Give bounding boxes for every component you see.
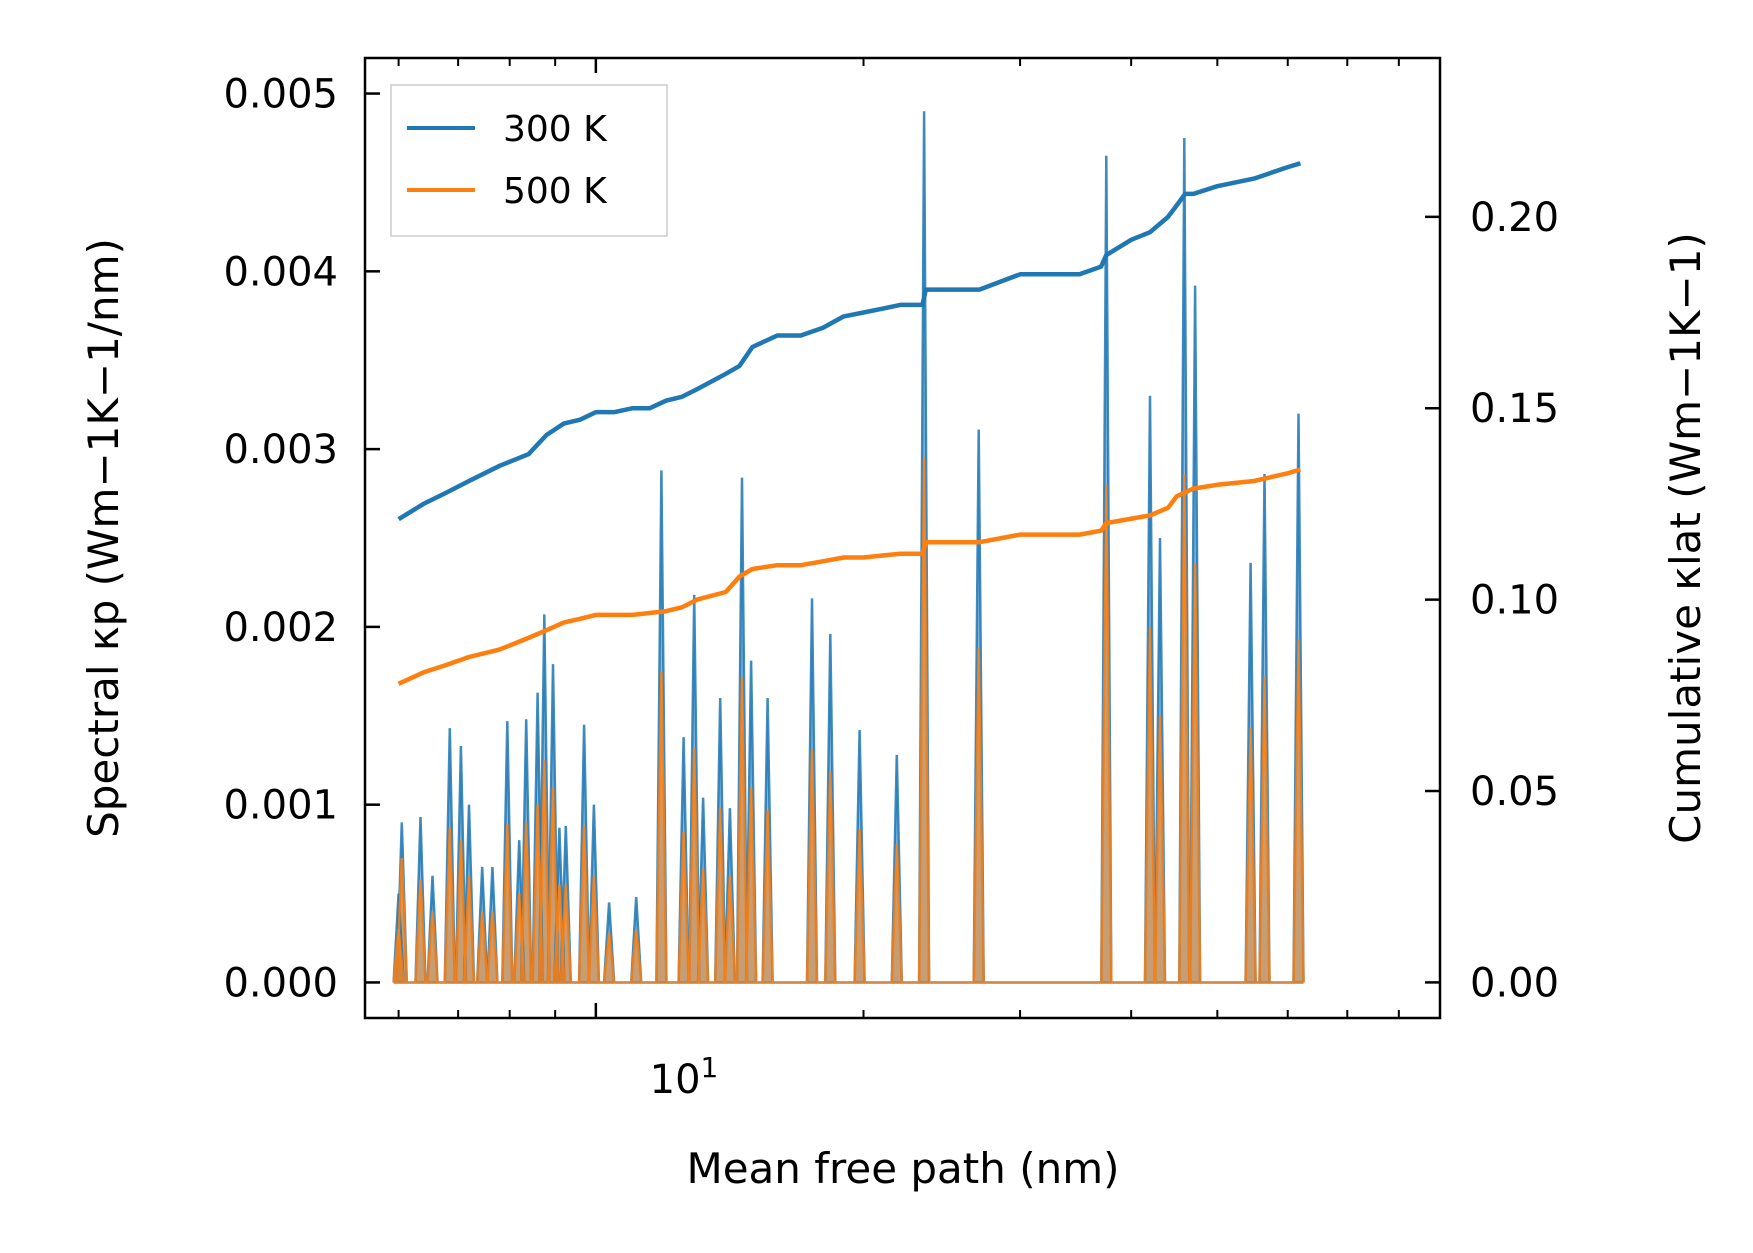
spectral-peak-500k-16 [559, 884, 573, 983]
spectral-peak-500k-35 [972, 648, 985, 983]
spectral-peak-500k-14 [546, 786, 560, 983]
spectral-peak-500k-40 [1188, 562, 1202, 983]
right-axis-ticks: 0.00 0.05 0.10 0.15 0.20 [1425, 195, 1559, 1006]
x-axis-label: Mean free path (nm) [686, 1144, 1119, 1193]
spectral-peak-500k-2 [414, 879, 427, 983]
legend-frame [390, 84, 668, 237]
right-tick-label-1: 0.05 [1470, 769, 1559, 815]
spectral-peak-500k-37 [1143, 626, 1157, 983]
spectral-peak-500k-41 [1244, 728, 1257, 983]
right-tick-label-4: 0.20 [1470, 195, 1559, 241]
spectral-peak-500k-9 [501, 824, 514, 983]
left-tick-label-0: 0.000 [223, 960, 338, 1006]
spectral-peak-500k-22 [677, 831, 690, 983]
spectral-peak-500k-4 [443, 827, 457, 983]
cumulative-line-500k [397, 467, 1302, 686]
left-tick-label-3: 0.003 [223, 427, 338, 473]
spectral-peak-500k-31 [824, 770, 837, 983]
cumulative-lines [397, 161, 1302, 686]
left-axis-ticks: 0.000 0.001 0.002 0.003 0.004 0.005 [223, 72, 380, 1006]
cumulative-line-300k [397, 161, 1302, 522]
spectral-peak-500k-36 [1100, 484, 1113, 983]
plot-frame [363, 56, 1442, 1020]
spectral-peak-500k-23 [687, 747, 701, 983]
right-tick-label-3: 0.15 [1470, 386, 1559, 432]
left-tick-label-2: 0.002 [223, 605, 338, 651]
spectral-peak-500k-6 [462, 875, 476, 983]
right-y-axis-label: Cumulative κlat (Wm−1K−1) [1661, 232, 1710, 844]
spectral-peak-500k-43 [1292, 639, 1305, 983]
spectral-peak-500k-13 [538, 760, 551, 983]
spectral-peak-500k-25 [713, 808, 727, 983]
left-tick-label-5: 0.005 [223, 72, 338, 118]
spectral-peak-500k-1 [395, 857, 409, 983]
x-major-tick-label: 101 [650, 1051, 719, 1103]
legend-label-500k: 500 K [503, 171, 608, 212]
left-tick-label-4: 0.004 [223, 249, 338, 295]
spectral-peak-500k-11 [519, 822, 533, 983]
spectral-peak-500k-29 [761, 809, 774, 983]
right-tick-label-0: 0.00 [1470, 960, 1559, 1006]
spectral-peak-500k-21 [655, 671, 668, 983]
spectral-peak-500k-32 [853, 829, 866, 983]
spectral-peak-500k-28 [744, 786, 758, 983]
spectral-peak-500k-38 [1153, 715, 1167, 983]
spectral-peak-500k-17 [577, 825, 591, 983]
spectral-peak-500k-42 [1258, 676, 1271, 983]
spectral-peak-500k-24 [696, 868, 710, 983]
right-tick-label-2: 0.10 [1470, 578, 1559, 624]
x-tick-base: 10 [650, 1057, 701, 1103]
legend-label-300k: 300 K [503, 109, 608, 150]
left-y-axis-label: Spectral κp (Wm−1K−1/nm) [79, 238, 128, 838]
spectral-peak-500k-18 [587, 875, 601, 983]
spectral-peak-500k-8 [486, 911, 499, 983]
spectral-peak-500k-5 [454, 840, 468, 983]
spectral-peak-500k-33 [890, 843, 904, 983]
spectral-peak-500k-20 [629, 928, 643, 983]
spectral-peak-500k-39 [1178, 473, 1191, 983]
x-axis-ticks [397, 58, 1400, 1018]
spectral-peak-500k-7 [475, 911, 489, 983]
spectral-peak-500k-27 [735, 676, 749, 983]
spectral-peak-500k-30 [805, 749, 819, 983]
left-tick-label-1: 0.001 [223, 783, 338, 829]
spectral-lines [392, 111, 1305, 984]
spectral-peak-500k-19 [602, 932, 616, 983]
legend: 300 K 500 K [390, 84, 668, 237]
spectral-peak-500k-34 [917, 457, 931, 983]
spectral-peak-500k-3 [426, 911, 439, 983]
x-tick-exponent: 1 [701, 1051, 719, 1084]
spectral-peak-500k-26 [723, 875, 737, 983]
